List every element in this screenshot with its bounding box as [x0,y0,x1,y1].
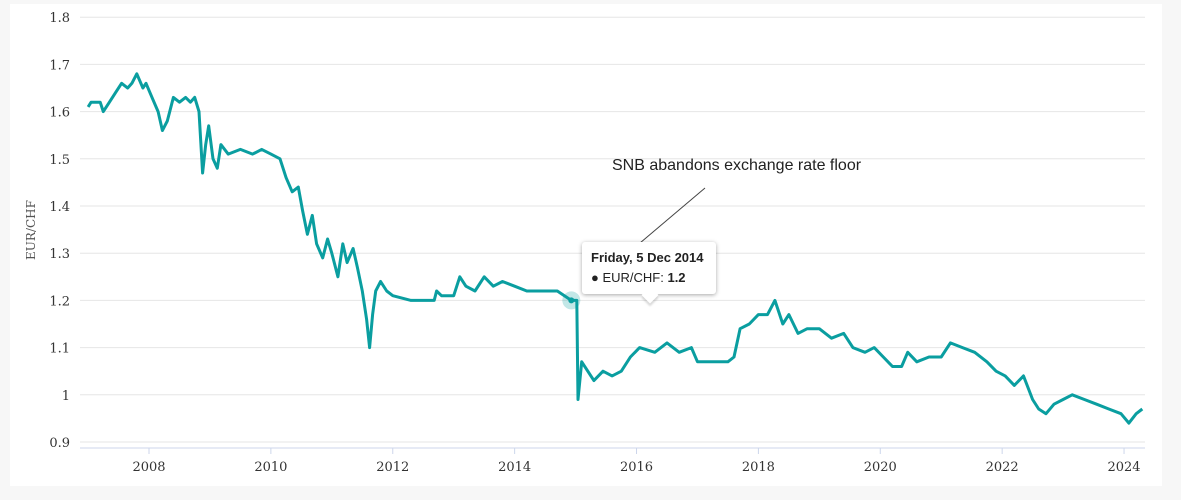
y-tick-label: 0.9 [49,436,70,451]
x-tick-label: 2010 [254,460,287,475]
y-axis-title: EUR/CHF [24,200,38,260]
tooltip: Friday, 5 Dec 2014 ● EUR/CHF: 1.2 [582,242,716,304]
x-tick-label: 2016 [620,460,653,475]
x-tick-label: 2024 [1107,460,1140,475]
tooltip-date: Friday, 5 Dec 2014 [591,250,704,265]
annotation-label: SNB abandons exchange rate floor [612,157,862,174]
x-tick-label: 2022 [986,460,1019,475]
y-tick-label: 1 [62,389,70,404]
hover-point [568,297,575,304]
y-tick-label: 1.2 [49,294,70,309]
y-tick-label: 1.7 [49,58,70,73]
y-tick-label: 1.3 [49,247,70,262]
tooltip-value-row: ● EUR/CHF: 1.2 [591,270,686,285]
y-tick-label: 1.6 [49,106,70,121]
y-tick-label: 1.5 [49,153,70,168]
series-line-eur-chf [86,72,1144,425]
tooltip-value: 1.2 [667,270,686,285]
x-tick-label: 2014 [498,460,531,475]
y-tick-label: 1.1 [49,342,70,357]
x-tick-label: 2012 [376,460,409,475]
x-tick-label: 2018 [742,460,775,475]
x-tick-label: 2020 [864,460,897,475]
y-tick-label: 1.4 [49,200,70,215]
tooltip-series-label: EUR/CHF: [602,270,668,285]
series-dot-icon: ● [591,270,603,285]
y-tick-label: 1.8 [49,11,70,26]
x-tick-label: 2008 [132,460,165,475]
annotation-connector [639,187,706,244]
